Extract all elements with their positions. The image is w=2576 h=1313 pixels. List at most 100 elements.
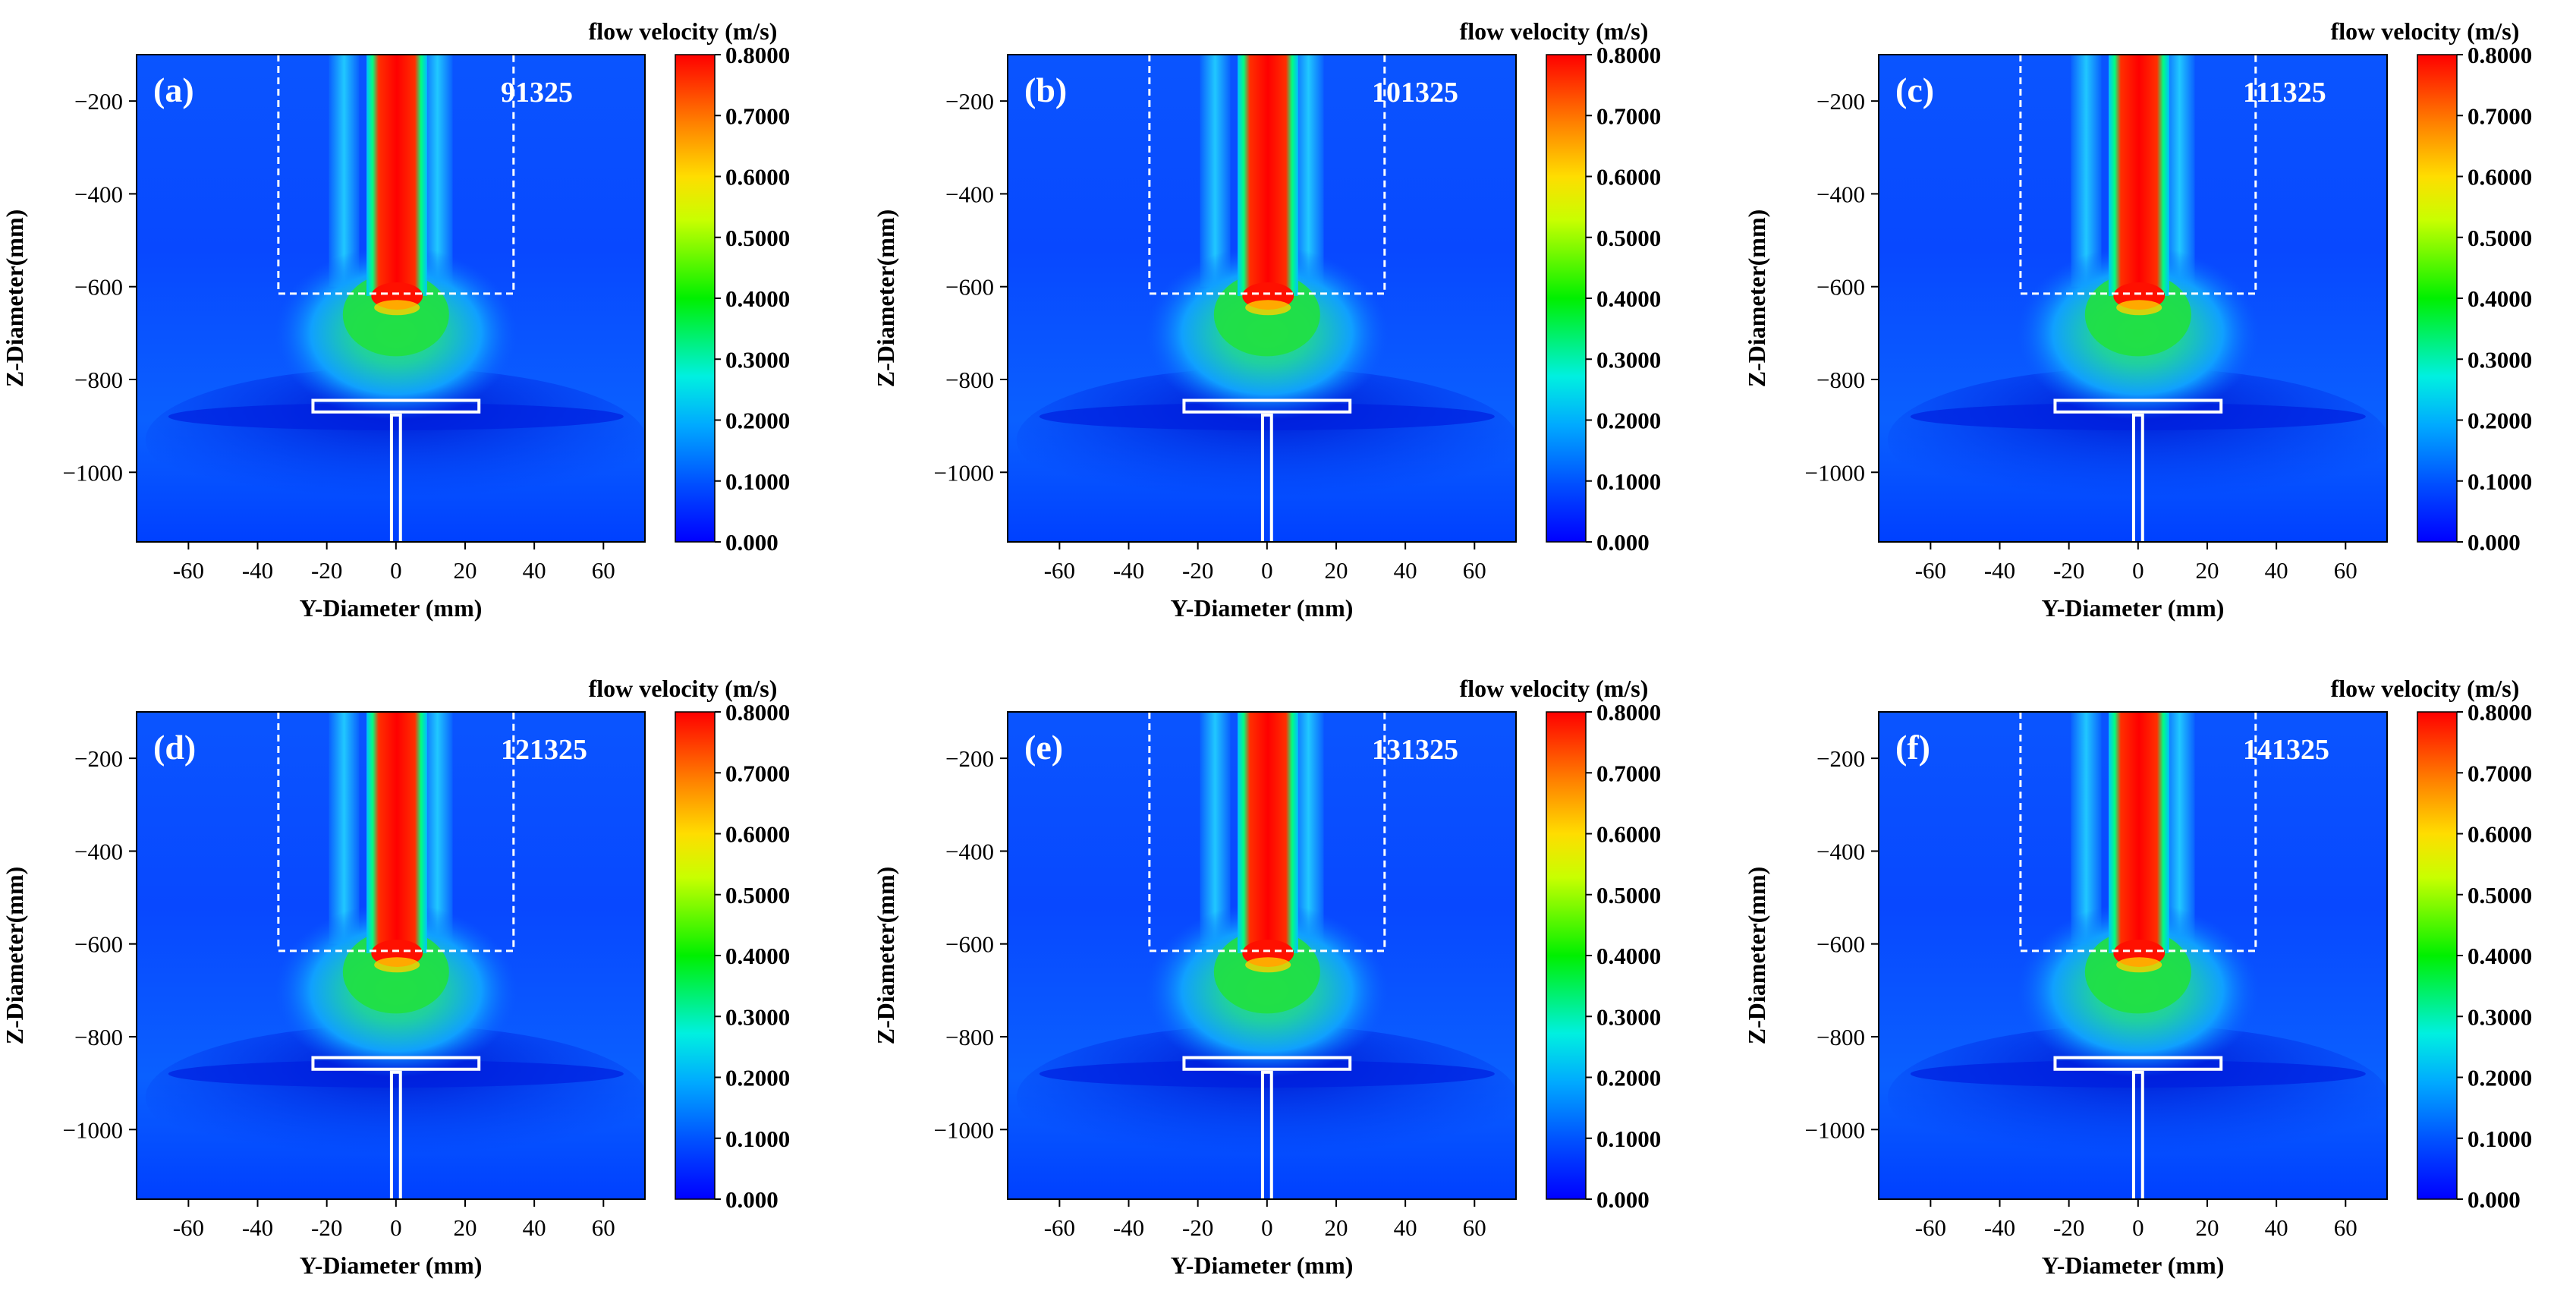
y-tick-label: −400 [945,838,994,864]
plot-frame [1007,711,1517,1200]
colorbar-tick-label: 0.3000 [1596,1003,1661,1030]
colorbar-tick-label: 0.2000 [725,408,790,434]
panel-e: -60 -40 -20 0 20 40 60 −200 −400 −600 −800 −1000 Y-D… [872,675,1661,1279]
central-jet [366,712,427,953]
colorbar [675,54,716,543]
colorbar-tick-label: 0.3000 [2467,346,2532,373]
colorbar-tick-label: 0.1000 [1596,1126,1661,1152]
colorbar-tick-label: 0.3000 [725,346,790,373]
colorbar-tick-label: 0.5000 [2467,225,2532,251]
colorbar-tick-label: 0.2000 [2467,408,2532,434]
y-tick-label: −1000 [934,459,994,486]
y-tick-label: −600 [1816,931,1865,958]
x-tick-label: 20 [2195,1214,2219,1241]
colorbar-tick-label: 0.8000 [725,42,790,68]
colorbar-tick-label: 0.4000 [2467,285,2532,312]
x-tick-label: 60 [592,1214,615,1241]
x-axis-label: Y-Diameter (mm) [2042,1252,2225,1279]
y-tick-label: −800 [1816,367,1865,393]
y-axis-label: Z-Diameter(mm) [1,867,28,1045]
colorbar-tick-label: 0.4000 [725,285,790,312]
panel-f: -60 -40 -20 0 20 40 60 −200 −400 −600 −800 −1000 Y-D… [1743,675,2532,1279]
colorbar-tick-label: 0.7000 [725,760,790,786]
plate-support [2131,1070,2144,1199]
y-axis-label: Z-Diameter(mm) [1743,209,1770,388]
x-tick-label: -20 [311,1214,342,1241]
x-tick-label: 20 [2195,557,2219,584]
side-jet-1 [422,55,453,287]
colorbar-title: flow velocity (m/s) [1460,675,1649,702]
colorbar-tick-label: 0.2000 [1596,1065,1661,1091]
panels: -60 -40 -20 0 20 40 60 −200 −400 −600 −800 −1000 Y-D… [1,17,2532,1279]
x-tick-label: 40 [2265,557,2288,584]
plot-frame [1007,54,1517,543]
pressure-label: 121325 [501,734,587,766]
plate-support [2131,413,2144,542]
low-velocity-wake [1887,1025,2387,1170]
colorbar-tick-label: 0.6000 [1596,821,1661,848]
y-tick-label: −800 [945,367,994,393]
colorbar-tick-label: 0.1000 [2467,468,2532,495]
panel-c: -60 -40 -20 0 20 40 60 −200 −400 −600 −800 −1000 Y-D… [1743,17,2532,622]
colorbar-tick-label: 0.000 [1596,529,1650,556]
x-tick-label: -20 [1182,557,1213,584]
x-tick-label: 0 [1261,557,1273,584]
x-tick-label: -40 [242,557,273,584]
side-jet-1 [2164,55,2195,287]
side-jet-0 [329,55,360,287]
velocity-field [1879,712,2387,1199]
colorbar-tick-label: 0.1000 [725,468,790,495]
colorbar-tick-label: 0.5000 [1596,225,1661,251]
y-tick-label: −200 [945,88,994,115]
colorbar-tick-label: 0.2000 [2467,1065,2532,1091]
x-tick-label: -40 [1113,1214,1144,1241]
colorbar [2417,711,2458,1200]
colorbar-tick-label: 0.5000 [2467,882,2532,908]
y-tick-label: −200 [945,745,994,772]
x-tick-label: -60 [173,557,204,584]
side-jet-1 [422,712,453,944]
colorbar-tick-label: 0.5000 [1596,882,1661,908]
colorbar-tick-label: 0.6000 [1596,164,1661,190]
colorbar-tick-label: 0.7000 [2467,102,2532,129]
x-tick-label: 20 [453,557,477,584]
colorbar-title: flow velocity (m/s) [2331,17,2520,45]
panel-tag: (e) [1024,728,1063,767]
colorbar-tick-label: 0.4000 [2467,943,2532,969]
x-tick-label: 40 [523,557,546,584]
y-tick-label: −200 [74,88,123,115]
x-tick-label: -60 [1915,557,1946,584]
y-axis-label: Z-Diameter(mm) [872,209,899,388]
nozzle-outline [1148,712,1386,952]
plate-support [389,413,402,542]
plot-frame [136,711,646,1200]
x-tick-label: -20 [2053,557,2084,584]
colorbar-tick-label: 0.6000 [725,821,790,848]
pressure-label: 111325 [2243,77,2326,109]
colorbar-tick-label: 0.1000 [725,1126,790,1152]
target-plate [1182,1056,1352,1071]
x-tick-label: 60 [2334,1214,2357,1241]
colorbar [1546,54,1587,543]
colorbar-tick-label: 0.8000 [725,699,790,726]
y-axis-label: Z-Diameter(mm) [872,867,899,1045]
velocity-field [1879,55,2387,542]
x-tick-label: -20 [311,557,342,584]
plot-frame [1878,54,2388,543]
colorbar-title: flow velocity (m/s) [1460,17,1649,45]
y-tick-label: −800 [1816,1024,1865,1050]
velocity-field [1008,712,1516,1199]
low-velocity-wake [1016,367,1516,512]
nozzle-outline [2019,55,2257,295]
colorbar-tick-label: 0.1000 [2467,1126,2532,1152]
x-tick-label: -60 [1044,1214,1075,1241]
low-velocity-wake [145,367,645,512]
x-tick-label: -40 [1984,557,2015,584]
x-tick-label: 0 [390,1214,402,1241]
x-tick-label: 60 [1463,1214,1486,1241]
central-jet [1238,712,1298,953]
colorbar-tick-label: 0.3000 [2467,1003,2532,1030]
x-tick-label: 0 [1261,1214,1273,1241]
low-velocity-wake [1887,367,2387,512]
